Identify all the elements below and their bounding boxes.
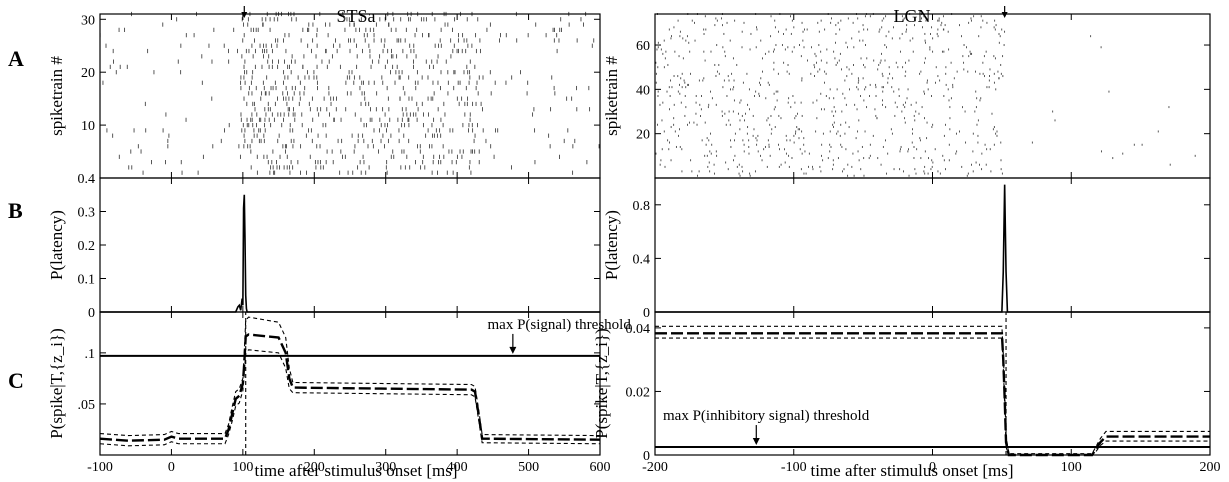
lgn-raster-spikes (654, 13, 1196, 177)
stsa-latency-ytick-label: 0.3 (78, 206, 96, 221)
stsa-spike-probability-panel: max P(signal) threshold -100 0 100 200 300 400… (47, 311, 632, 475)
stsa-spike-prob-series-0 (99, 333, 601, 442)
stsa-spike-prob-xtick-label: 600 (590, 460, 611, 475)
stsa-raster-frame (99, 13, 601, 179)
column-title-stsa: STSa (336, 6, 375, 26)
lgn-raster-ytick-label: 60 (636, 39, 650, 54)
lgn-latency-ytick-label: 0.4 (633, 252, 651, 267)
lgn-spike-prob-xtick-label: -100 (781, 460, 807, 475)
stsa-raster-ytick-label: 10 (81, 119, 95, 134)
stsa-x-axis-label: time after stimulus onset [ms] (254, 461, 457, 480)
stsa-spike-prob-xtick-label: 400 (447, 460, 468, 475)
stsa-raster-ytick-label: 20 (81, 66, 95, 81)
panel-letter-a: A (8, 46, 24, 71)
lgn-spike-probability-panel: max P(inhibitory signal) threshold -200 -1… (592, 311, 1221, 475)
stsa-latency-panel: 0 0.1 0.2 0.3 0.4 P(latency) (47, 172, 601, 321)
lgn-raster-panel: 20 40 60 spiketrain # (602, 6, 1211, 179)
stsa-spike-prob-frame (99, 311, 601, 456)
lgn-spike-prob-xtick-label: 200 (1200, 460, 1221, 475)
lgn-latency-y-axis-label: P(latency) (602, 210, 621, 280)
stsa-spike-prob-y-axis-label: P(spike|T,{z_i}) (47, 328, 66, 439)
lgn-latency-frame (654, 177, 1211, 313)
stsa-spike-prob-xtick-label: 100 (232, 460, 253, 475)
stsa-spike-prob-xtick-label: 0 (168, 460, 175, 475)
lgn-x-axis-label: time after stimulus onset [ms] (810, 461, 1013, 480)
lgn-raster-y-axis-label: spiketrain # (602, 56, 621, 136)
stsa-raster-y-axis-label: spiketrain # (47, 56, 66, 136)
stsa-spike-prob-ytick-label: .1 (85, 347, 96, 362)
lgn-spike-prob-ytick-label: 0.04 (626, 322, 651, 337)
stsa-spike-prob-xtick-label: -100 (87, 460, 113, 475)
lgn-latency-series-0 (655, 184, 1210, 313)
lgn-latency-ytick-label: 0.8 (633, 199, 651, 214)
lgn-latency-ytick-label: 0 (643, 306, 650, 321)
stsa-spike-prob-xtick-label: 300 (375, 460, 396, 475)
stsa-spike-prob-series-1 (99, 316, 601, 437)
panel-letter-c: C (8, 368, 24, 393)
stsa-latency-ytick-label: 0.2 (78, 239, 96, 254)
stsa-spike-prob-threshold-label: max P(signal) threshold (488, 317, 632, 333)
panel-letter-b: B (8, 198, 23, 223)
lgn-spike-prob-y-axis-label: P(spike|T,{z_i}) (592, 328, 611, 439)
lgn-latency-panel: 0 0.4 0.8 P(latency) (602, 177, 1211, 321)
stsa-spike-prob-ytick-label: .05 (78, 398, 96, 413)
stsa-latency-ytick-label: 0.4 (78, 172, 96, 187)
lgn-spike-prob-xtick-label: 100 (1061, 460, 1082, 475)
lgn-spike-prob-threshold-arrowhead (752, 438, 760, 446)
column-title-lgn: LGN (894, 6, 931, 26)
lgn-spike-prob-ytick-label: 0 (643, 449, 650, 464)
stsa-raster-spikes (99, 11, 600, 175)
lgn-spike-prob-ytick-label: 0.02 (626, 385, 651, 400)
lgn-spike-prob-xtick-label: -200 (642, 460, 668, 475)
lgn-raster-ytick-label: 40 (636, 83, 650, 98)
lgn-spike-prob-series-1 (655, 325, 1210, 455)
stsa-spike-prob-xtick-label: 500 (518, 460, 539, 475)
stsa-spike-prob-xtick-label: 200 (304, 460, 325, 475)
lgn-spike-prob-threshold-label: max P(inhibitory signal) threshold (663, 408, 870, 424)
stsa-spike-prob-threshold-arrowhead (509, 346, 517, 354)
stsa-spike-prob-series-2 (99, 349, 601, 447)
stsa-latency-ytick-label: 0 (88, 306, 95, 321)
stsa-raster-marker-arrow (241, 12, 248, 18)
stsa-latency-y-axis-label: P(latency) (47, 210, 66, 280)
lgn-spike-prob-series-0 (655, 332, 1210, 457)
stsa-raster-ytick-label: 30 (81, 13, 95, 28)
stsa-latency-ytick-label: 0.1 (78, 273, 96, 288)
stsa-latency-series-0 (100, 194, 600, 313)
lgn-raster-ytick-label: 20 (636, 128, 650, 143)
lgn-raster-marker-arrow (1001, 12, 1008, 18)
stsa-raster-panel: 10 20 30 spiketrain # (47, 6, 601, 179)
lgn-spike-prob-xtick-label: 0 (929, 460, 936, 475)
stsa-latency-frame (99, 177, 601, 313)
